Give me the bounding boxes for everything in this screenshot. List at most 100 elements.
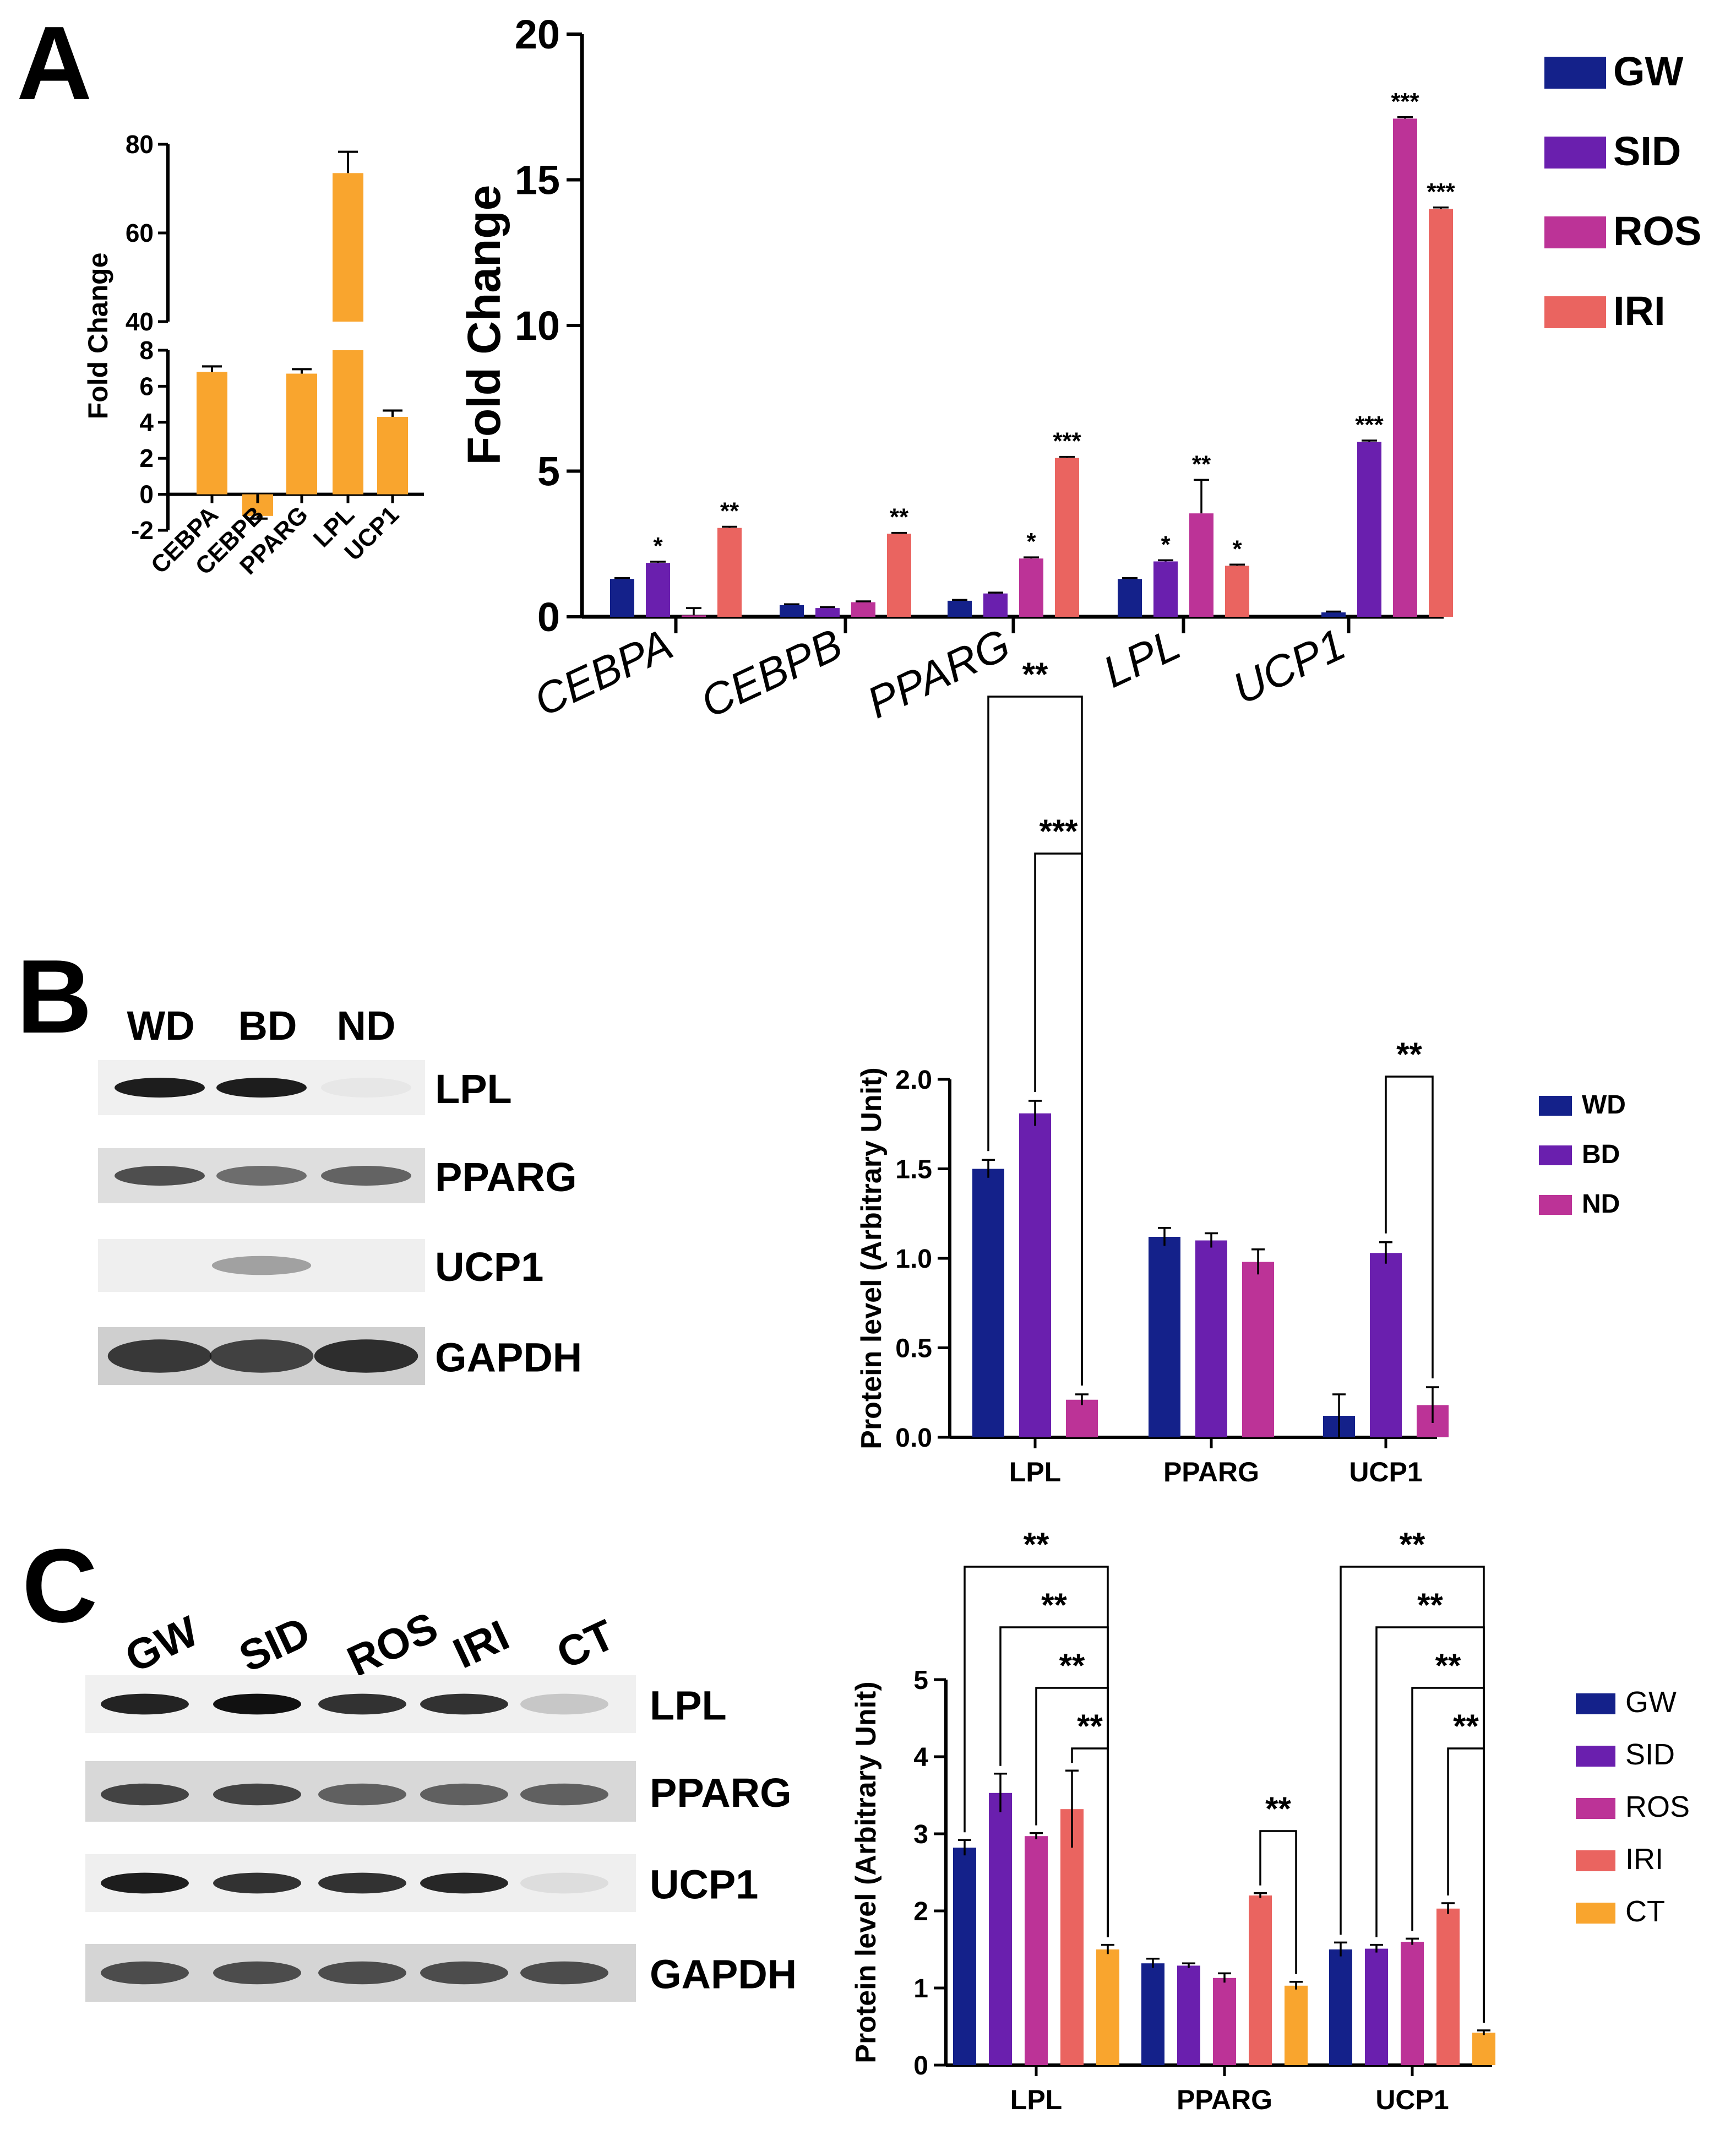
blot-band — [216, 1166, 307, 1186]
a-inset-y-label: Fold Change — [83, 253, 113, 420]
blot-lane-label: BD — [238, 1003, 297, 1049]
legend-B-swatch-WD — [1539, 1096, 1572, 1116]
blot-lane-label: ND — [337, 1003, 396, 1049]
significance-a-main: *** — [1355, 411, 1384, 438]
chart-B-category-label: UCP1 — [1349, 1457, 1422, 1487]
significance-label-B: ** — [1396, 1036, 1422, 1073]
blot-band — [115, 1166, 205, 1186]
blot-band — [420, 1961, 508, 1985]
blot-protein-label-UCP1: UCP1 — [650, 1862, 758, 1908]
bar-a-main-SID-CEBPB — [815, 608, 840, 617]
chart-C-category-label: UCP1 — [1375, 2084, 1449, 2115]
bar-a-main-ROS-PPARG — [1019, 558, 1043, 617]
blot-protein-label-GAPDH: GAPDH — [650, 1952, 797, 1997]
legend-C-swatch-GW — [1576, 1693, 1615, 1714]
bar-a-main-GW-LPL — [1118, 579, 1142, 617]
a-main-category-label: PPARG — [860, 620, 1017, 728]
chart-B-tick-label: 1.0 — [895, 1245, 932, 1274]
a-main-tick-label: 20 — [515, 12, 560, 57]
legend-a-label-IRI: IRI — [1613, 288, 1666, 334]
chart-C-tick-label: 1 — [913, 1974, 928, 2003]
legend-a-label-SID: SID — [1613, 128, 1681, 174]
blot-strip-UCP1 — [98, 1239, 425, 1292]
chart-B-category-label: PPARG — [1163, 1457, 1259, 1487]
significance-bracket-C — [999, 1626, 1109, 1937]
chart-C-category-label: LPL — [1010, 2084, 1062, 2115]
a-main-tick-label: 10 — [515, 303, 560, 349]
significance-label-C: ** — [1059, 1647, 1085, 1684]
blot-band — [101, 1783, 189, 1806]
bar-a-main-SID-PPARG — [983, 593, 1008, 617]
significance-bracket-C — [1259, 1830, 1297, 1974]
blot-lane-label: SID — [232, 1607, 317, 1681]
a-inset-tick-label: 4 — [139, 408, 154, 437]
bar-C-ROS-PPARG — [1213, 1978, 1236, 2065]
a-main-category-label: LPL — [1096, 620, 1188, 697]
bar-C-SID-LPL — [989, 1792, 1012, 2065]
legend-C-swatch-SID — [1576, 1746, 1615, 1767]
bar-a-inset-CEBPA — [197, 372, 227, 495]
legend-C-label-SID: SID — [1625, 1738, 1675, 1771]
a-inset-tick-label: 40 — [126, 307, 154, 336]
bar-a-main-GW-UCP1 — [1321, 612, 1346, 617]
bar-a-main-IRI-CEBPB — [887, 534, 911, 617]
blot-band — [420, 1693, 508, 1715]
a-main-tick-label: 15 — [515, 157, 560, 203]
panel-label-a: A — [17, 5, 92, 122]
blot-band — [213, 1872, 301, 1894]
bar-C-IRI-LPL — [1060, 1809, 1084, 2065]
bar-a-inset-PPARG — [286, 373, 317, 495]
bar-a-main-IRI-UCP1 — [1429, 209, 1453, 617]
chart-C-tick-label: 5 — [913, 1666, 928, 1695]
a-inset-tick-label: 6 — [139, 372, 154, 400]
bar-C-GW-LPL — [953, 1848, 976, 2065]
blot-band — [520, 1872, 608, 1894]
blot-band — [101, 1693, 189, 1715]
bar-B-ND-LPL — [1066, 1399, 1098, 1437]
blot-protein-label-PPARG: PPARG — [435, 1154, 577, 1200]
blot-band — [115, 1078, 205, 1098]
chart-B-category-label: LPL — [1009, 1457, 1061, 1487]
bar-B-WD-LPL — [972, 1169, 1004, 1437]
chart-B-y-label: Protein level (Arbitrary Unit) — [856, 1067, 888, 1449]
blot-band — [520, 1783, 608, 1806]
significance-label-C: ** — [1435, 1647, 1461, 1684]
a-inset-tick-label: 60 — [126, 219, 154, 247]
bar-B-BD-LPL — [1019, 1113, 1051, 1437]
a-main-category-label: UCP1 — [1226, 620, 1353, 714]
significance-a-main: * — [1232, 535, 1242, 562]
a-main-y-label: Fold Change — [458, 185, 510, 465]
bar-C-GW-UCP1 — [1329, 1949, 1352, 2065]
blot-band — [101, 1872, 189, 1894]
bar-C-CT-UCP1 — [1472, 2033, 1495, 2065]
chart-C-tick-label: 4 — [913, 1743, 928, 1772]
significance-a-main: *** — [1427, 178, 1455, 205]
blot-protein-label-LPL: LPL — [650, 1683, 727, 1729]
significance-a-main: ** — [720, 498, 739, 525]
blot-band — [209, 1339, 314, 1373]
legend-a-label-ROS: ROS — [1613, 208, 1701, 254]
significance-label-C: ** — [1024, 1526, 1049, 1563]
chart-C: 0 1 2 3 4 5 Protein level (Arbitrary Unit) LPL P… — [850, 1526, 1690, 2115]
bar-B-ND-PPARG — [1242, 1262, 1274, 1437]
blot-lane-label: CT — [549, 1610, 622, 1679]
blot-band — [318, 1783, 406, 1806]
blot-band — [318, 1961, 406, 1985]
significance-label-B: *** — [1039, 813, 1078, 850]
panel-label-c: C — [22, 1528, 97, 1644]
significance-label-C: ** — [1041, 1587, 1067, 1623]
blot-band — [107, 1339, 212, 1373]
a-main-tick-label: 0 — [537, 594, 560, 640]
a-inset-tick-label: 2 — [139, 444, 154, 472]
legend-a-swatch-SID — [1544, 137, 1606, 169]
blot-lane-label: GW — [118, 1606, 205, 1682]
significance-a-main: ** — [1192, 450, 1211, 477]
significance-a-main: *** — [1391, 88, 1419, 115]
significance-label-C: ** — [1077, 1708, 1103, 1745]
bar-a-main-IRI-CEBPA — [717, 528, 742, 617]
blot-protein-label-PPARG: PPARG — [650, 1770, 792, 1816]
blot-protein-label-UCP1: UCP1 — [435, 1244, 543, 1290]
chart-C-tick-label: 3 — [913, 1820, 928, 1849]
significance-a-main: * — [1161, 531, 1171, 558]
